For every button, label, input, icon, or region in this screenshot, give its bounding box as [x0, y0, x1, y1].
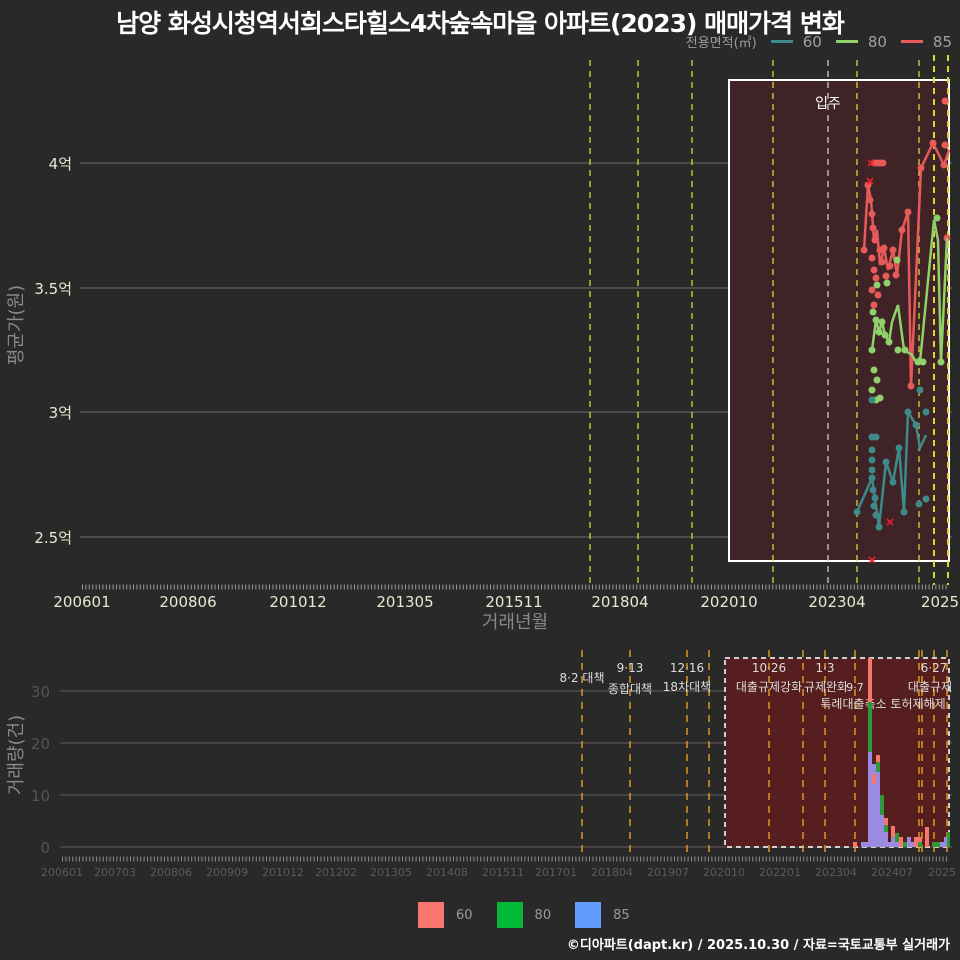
- volume-x-ticks: 200601 200703 200806 200909 201012 20120…: [41, 866, 956, 879]
- svg-text:201202: 201202: [315, 866, 357, 879]
- chart-title: 남양 화성시청역서희스타힐스4차숲속마을 아파트(2023) 매매가격 변화: [116, 9, 845, 38]
- svg-text:201305: 201305: [370, 866, 412, 879]
- svg-text:9·7: 9·7: [846, 681, 864, 694]
- svg-text:201305: 201305: [376, 593, 433, 611]
- volume-annotations: 8·2 대책 9·13 종합대책 12·16 18차대책 10·26 대출규제강…: [560, 661, 953, 711]
- legend-swatch-80: [835, 40, 858, 43]
- volume-highlight-region: [724, 657, 950, 848]
- svg-text:202407: 202407: [871, 866, 913, 879]
- cancelled-markers: [866, 159, 894, 564]
- legend-bottom: 60 80 85: [418, 902, 654, 928]
- svg-text:종합대책: 종합대책: [608, 681, 652, 696]
- svg-text:6·27: 6·27: [921, 661, 948, 675]
- legend-bottom-label-60: 60: [456, 907, 473, 923]
- svg-text:201907: 201907: [647, 866, 689, 879]
- svg-text:202304: 202304: [815, 866, 857, 879]
- price-y-ticks: 4억 3.5억 3억 2.5억: [34, 155, 72, 547]
- svg-text:특례대출축소 토허제해제: 특례대출축소 토허제해제: [820, 697, 945, 711]
- legend-box-85: [575, 902, 602, 928]
- svg-text:9·13: 9·13: [617, 661, 644, 675]
- svg-text:12·16: 12·16: [670, 661, 704, 675]
- series-85: [860, 97, 951, 390]
- svg-text:200601: 200601: [53, 593, 110, 611]
- legend-title: 전용면적(㎡): [685, 36, 757, 51]
- price-y-label: 평균가(원): [6, 285, 27, 365]
- volume-policy-lines: [581, 650, 948, 858]
- svg-text:30: 30: [31, 683, 50, 701]
- legend-label-80: 80: [867, 32, 887, 51]
- volume-y-label: 거래량(건): [6, 715, 27, 795]
- svg-text:201511: 201511: [485, 593, 542, 611]
- svg-text:201804: 201804: [591, 593, 648, 611]
- price-chart: 4억 3.5억 3억 2.5억 평균가(원) 입주: [6, 55, 959, 633]
- svg-text:202010: 202010: [700, 593, 757, 611]
- svg-text:4억: 4억: [49, 155, 72, 173]
- svg-text:대출규제강화: 대출규제강화: [736, 680, 802, 694]
- legend-box-80: [496, 902, 523, 928]
- legend-top: 전용면적(㎡) 60 80 85: [685, 32, 952, 52]
- legend-swatch-85: [900, 40, 923, 43]
- svg-text:201012: 201012: [269, 593, 326, 611]
- svg-text:2.5억: 2.5억: [34, 529, 72, 547]
- svg-text:200909: 200909: [206, 866, 248, 879]
- svg-text:2025: 2025: [928, 866, 956, 879]
- svg-text:10: 10: [31, 787, 50, 805]
- svg-text:3.5억: 3.5억: [34, 280, 72, 298]
- svg-text:202201: 202201: [759, 866, 801, 879]
- series-60: [853, 386, 930, 531]
- svg-text:대출규제: 대출규제: [908, 680, 952, 694]
- svg-text:200601: 200601: [41, 866, 83, 879]
- legend-bottom-label-80: 80: [534, 907, 552, 923]
- svg-text:201012: 201012: [262, 866, 304, 879]
- svg-text:201701: 201701: [535, 866, 577, 879]
- volume-chart: 30 20 10 0 거래량(건) 8·2 대책 9·13 종합대책 12·16…: [6, 650, 956, 879]
- svg-text:20: 20: [31, 735, 50, 753]
- occupancy-region: [728, 79, 950, 562]
- volume-bars: [853, 658, 950, 847]
- price-x-ticks: 200601 200806 201012 201305 201511 20180…: [53, 593, 959, 611]
- svg-text:18차대책: 18차대책: [663, 679, 711, 694]
- svg-text:201804: 201804: [591, 866, 633, 879]
- volume-y-ticks: 30 20 10 0: [31, 683, 50, 857]
- annot-8-2: 8·2 대책: [560, 670, 605, 685]
- svg-text:202010: 202010: [703, 866, 745, 879]
- svg-text:10·26: 10·26: [752, 661, 786, 675]
- svg-text:200806: 200806: [150, 866, 192, 879]
- legend-swatch-60: [770, 40, 793, 43]
- svg-text:200806: 200806: [159, 593, 216, 611]
- price-x-label: 거래년월: [482, 612, 548, 633]
- legend-label-60: 60: [802, 32, 822, 51]
- legend-label-85: 85: [932, 32, 952, 51]
- svg-text:1·3: 1·3: [815, 661, 834, 675]
- svg-text:3억: 3억: [49, 404, 72, 422]
- svg-text:0: 0: [40, 839, 50, 857]
- svg-text:202304: 202304: [808, 593, 865, 611]
- legend-box-60: [418, 902, 444, 928]
- legend-bottom-label-85: 85: [613, 907, 630, 923]
- source-credit: ©디아파트(dapt.kr) / 2025.10.30 / 자료=국토교통부 실…: [566, 938, 950, 953]
- svg-text:201511: 201511: [482, 866, 524, 879]
- svg-text:201408: 201408: [426, 866, 468, 879]
- series-80: [868, 214, 949, 404]
- svg-text:200703: 200703: [94, 866, 136, 879]
- svg-text:2025: 2025: [921, 593, 959, 611]
- svg-text:규제완화: 규제완화: [804, 680, 848, 694]
